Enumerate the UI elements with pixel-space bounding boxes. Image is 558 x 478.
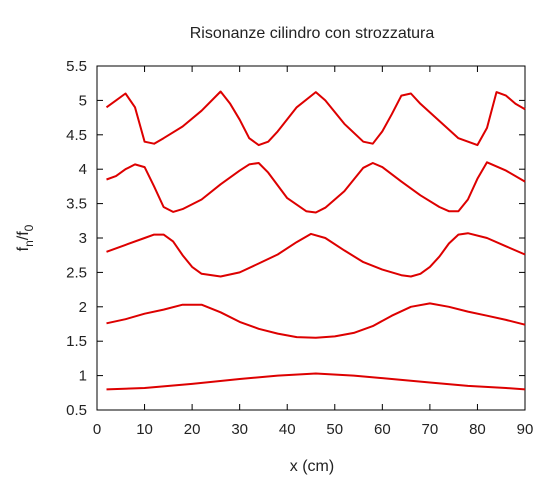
y-tick-label: 0.5 — [66, 402, 87, 419]
y-tick-label: 3 — [79, 230, 87, 247]
y-tick-label: 1 — [79, 368, 87, 385]
y-tick-label: 2 — [79, 299, 87, 316]
x-tick-label: 90 — [517, 421, 534, 438]
chart-title: Risonanze cilindro con strozzatura — [190, 25, 435, 42]
tick-labels: 0 10 20 30 40 50 60 70 80 90 0.5 1 1.5 2 2.5 3 3.5 4 4.5 5 5… — [66, 58, 533, 438]
x-tick-label: 40 — [279, 421, 296, 438]
x-tick-label: 50 — [326, 421, 343, 438]
x-tick-label: 0 — [93, 421, 101, 438]
y-tick-label: 1.5 — [66, 333, 87, 350]
y-tick-label: 4 — [79, 161, 87, 178]
y-tick-label: 3.5 — [66, 196, 87, 213]
tick-marks — [96, 65, 526, 411]
x-tick-label: 30 — [231, 421, 248, 438]
series-line-5 — [105, 90, 526, 147]
x-tick-label: 80 — [469, 421, 486, 438]
plot-frame — [96, 65, 526, 411]
series-line-3 — [106, 232, 526, 278]
y-tick-label: 5 — [79, 92, 87, 109]
x-tick-label: 10 — [136, 421, 153, 438]
series-lines — [105, 90, 526, 391]
y-tick-label: 4.5 — [66, 127, 87, 144]
series-line-2 — [106, 302, 526, 339]
series-line-4 — [106, 161, 526, 214]
y-axis-label: fn/f0 — [15, 224, 36, 251]
y-tick-label: 5.5 — [66, 58, 87, 75]
x-tick-label: 20 — [184, 421, 201, 438]
x-tick-label: 60 — [374, 421, 391, 438]
x-axis-label: x (cm) — [290, 458, 334, 475]
y-tick-label: 2.5 — [66, 264, 87, 281]
series-line-1 — [106, 372, 526, 391]
x-tick-label: 70 — [422, 421, 439, 438]
